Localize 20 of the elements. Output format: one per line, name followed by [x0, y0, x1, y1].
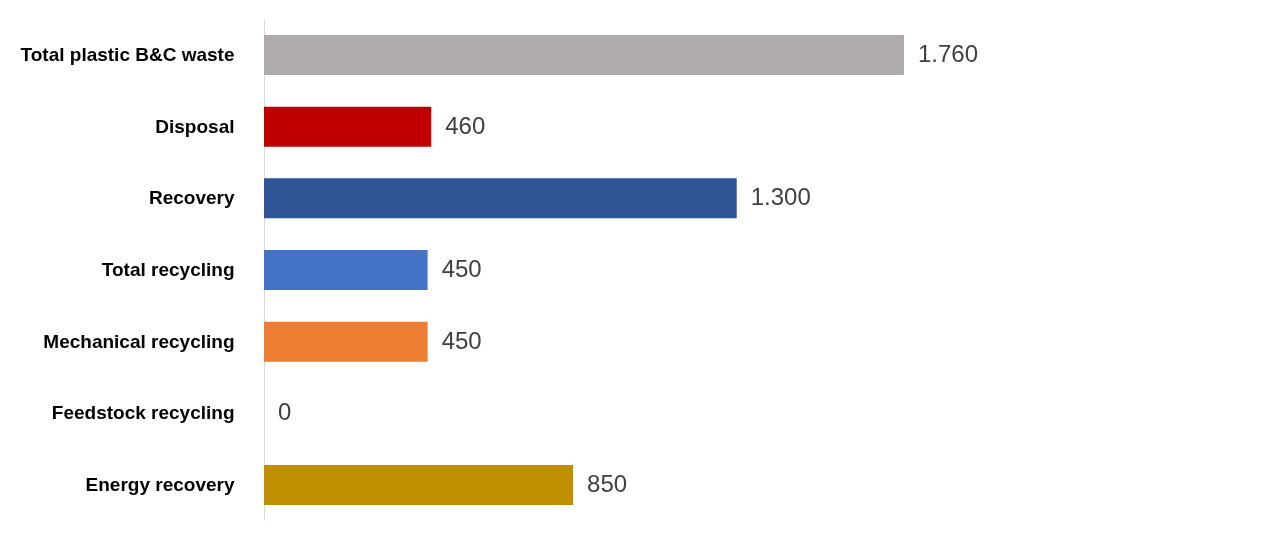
bar [264, 464, 574, 505]
bar [264, 35, 904, 76]
y-tick-label: Recovery [148, 187, 235, 209]
data-label: 1.300 [750, 183, 811, 211]
y-tick-label: Mechanical recycling [43, 330, 235, 352]
y-tick-label: Total recycling [101, 259, 235, 280]
bar [264, 250, 428, 290]
data-label: 460 [445, 111, 486, 139]
y-tick-label: Total plastic B&C waste [20, 44, 235, 66]
data-label: 0 [278, 398, 292, 426]
y-tick-label: Energy recovery [85, 473, 235, 495]
y-tick-label: Disposal [155, 115, 235, 137]
data-label: 450 [441, 255, 482, 282]
data-label: 450 [441, 326, 482, 354]
bar [264, 321, 428, 362]
bar [264, 178, 737, 219]
y-tick-label: Feedstock recycling [51, 402, 235, 424]
data-label: 1.760 [918, 40, 979, 68]
bar [264, 106, 432, 147]
data-label: 850 [587, 469, 628, 497]
